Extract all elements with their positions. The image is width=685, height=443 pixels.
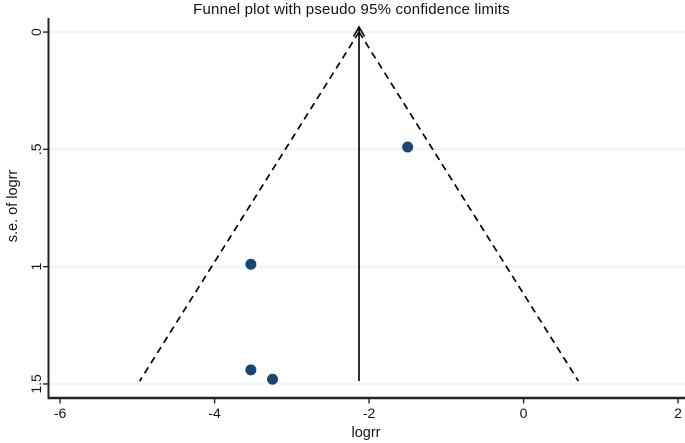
pooled-estimate-arrow-icon [352,25,366,37]
data-point [245,364,257,376]
tick-labels-layer: 0 .5 1 1.5 -6 -4 -2 0 2 [28,28,682,421]
confidence-limits-layer [138,31,580,382]
y-tick-label: 1 [28,263,44,271]
x-tick-label: -6 [54,405,67,421]
tick-marks-layer [43,31,679,404]
axes-layer [47,18,685,400]
gridlines-layer [48,31,685,385]
data-points-layer [245,141,414,385]
x-tick-label: 2 [674,405,682,421]
y-tick-label: 0 [28,28,44,36]
confidence-limit-left-line [138,31,360,382]
data-point [245,258,257,270]
y-axis-label: s.e. of logrr [5,170,21,243]
x-tick-label: -4 [208,405,221,421]
y-tick-label: 1.5 [28,374,44,394]
pooled-estimate-layer [352,25,366,382]
y-tick-label: .5 [28,143,44,155]
confidence-limit-right-line [358,31,580,382]
x-axis-label: logrr [351,425,380,441]
data-point [402,141,414,153]
chart-title: Funnel plot with pseudo 95% confidence l… [193,1,510,18]
data-point [267,373,279,385]
x-tick-label: -2 [363,405,376,421]
x-tick-label: 0 [520,405,528,421]
